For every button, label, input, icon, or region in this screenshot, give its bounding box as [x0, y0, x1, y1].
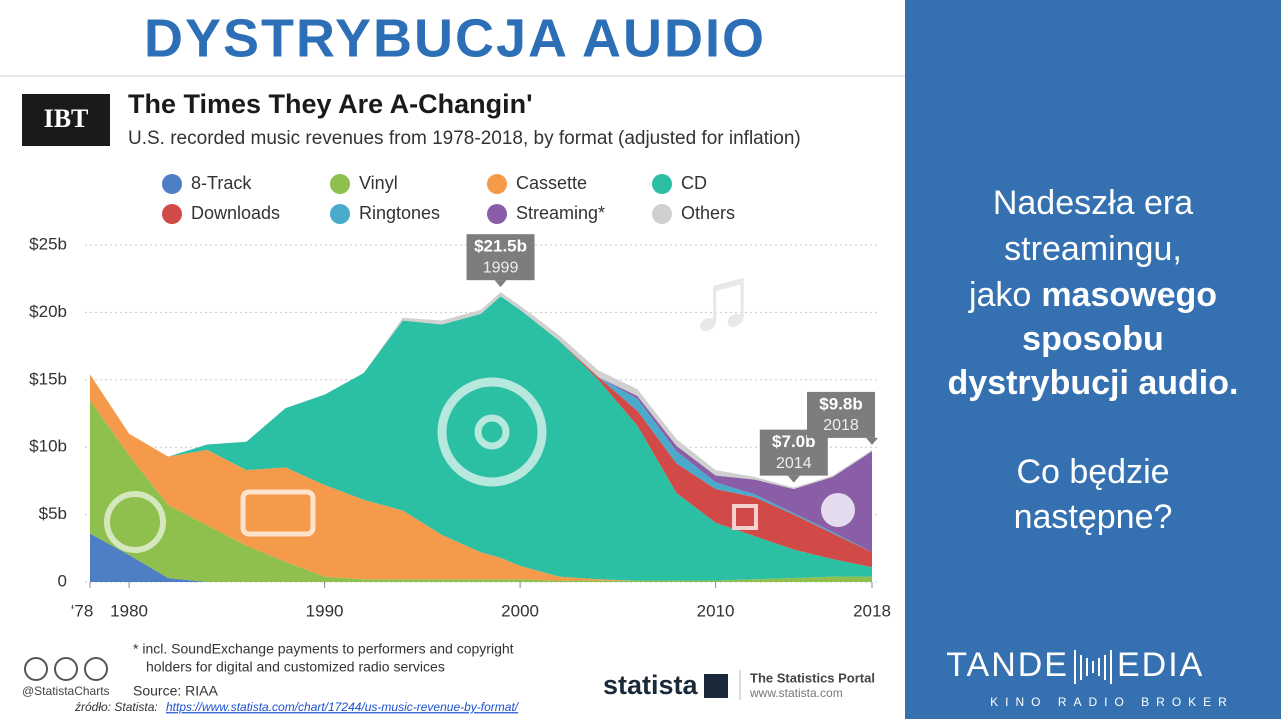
cd-icon	[437, 377, 547, 487]
x-tick-label: 1990	[306, 601, 344, 620]
cd-icon	[474, 414, 510, 450]
chart-subtitle: U.S. recorded music revenues from 1978-2…	[128, 128, 801, 149]
panel-word: masowego	[1041, 276, 1217, 314]
legend-label: Ringtones	[359, 203, 440, 223]
legend-label: Vinyl	[359, 173, 398, 193]
chart-title: The Times They Are A-Changin'	[128, 89, 533, 119]
legend-label: Others	[681, 203, 735, 223]
panel-line: następne?	[1014, 498, 1173, 536]
y-tick-label: $15b	[29, 369, 67, 388]
cc-icon	[24, 657, 48, 681]
logo: IBT	[44, 104, 89, 133]
legend-label: Cassette	[516, 173, 587, 193]
vinyl-icon	[104, 491, 166, 553]
annotation-year: 2014	[776, 455, 812, 472]
x-tick-label: 2018	[853, 601, 891, 620]
music-note-icon: ♫	[688, 249, 756, 349]
panel-text: Nadeszła era streamingu, jako masowego sp…	[948, 184, 1239, 536]
company-right: EDIA	[1117, 646, 1204, 684]
panel-line: Co będzie	[1016, 453, 1169, 491]
legend-swatch	[330, 204, 350, 224]
panel-word: jako	[968, 276, 1031, 314]
cassette-icon	[240, 489, 316, 537]
annotation-value: $7.0b	[772, 432, 815, 451]
legend-swatch	[330, 174, 350, 194]
annotation-pointer	[866, 437, 878, 445]
panel-bg	[905, 0, 1281, 719]
company-tagline: KINO RADIO BROKER	[990, 695, 1234, 709]
x-tick-label: 2010	[697, 601, 735, 620]
brand: statista	[603, 670, 699, 700]
legend-swatch	[652, 204, 672, 224]
y-tick-label: 0	[58, 571, 67, 590]
slide-title: DYSTRYBUCJA AUDIO	[144, 8, 766, 68]
download-icon	[732, 504, 758, 530]
source: Source: RIAA	[133, 683, 218, 699]
annotation-box	[807, 391, 875, 438]
x-tick-label: 2000	[501, 601, 539, 620]
y-tick-label: $5b	[39, 504, 67, 523]
legend-label: Downloads	[191, 203, 280, 223]
annotation-box	[466, 234, 535, 281]
credit: źródło: Statista:	[74, 700, 158, 714]
y-tick-label: $25b	[29, 234, 67, 253]
annotation-year: 1999	[483, 259, 519, 276]
logo-box	[22, 94, 110, 146]
handle: @StatistaCharts	[22, 684, 110, 698]
area	[90, 296, 872, 568]
company-left: TANDE	[946, 646, 1069, 684]
annotation-value: $9.8b	[819, 394, 862, 413]
portal-url: www.statista.com	[749, 686, 843, 700]
area	[90, 374, 872, 581]
legend-label: Streaming*	[516, 203, 605, 223]
panel-line: sposobu	[1022, 320, 1164, 358]
legend-swatch	[162, 204, 182, 224]
x-tick-label: 1980	[110, 601, 148, 620]
legend-label: 8-Track	[191, 173, 252, 193]
panel-line: jako masowego	[968, 276, 1217, 314]
panel-line: Nadeszła era	[993, 184, 1193, 222]
legend-swatch	[652, 174, 672, 194]
area	[90, 400, 872, 582]
company-bars	[1074, 650, 1112, 684]
brand-icon	[704, 674, 728, 698]
panel-line: dystrybucji audio.	[948, 364, 1239, 402]
annotation-pointer	[787, 475, 800, 483]
annotation-year: 2018	[823, 417, 859, 434]
y-tick-label: $10b	[29, 437, 67, 456]
legend-swatch	[162, 174, 182, 194]
chart: 8-Track Vinyl Cassette CD Downloads Ringtones…	[29, 173, 891, 621]
legend-swatch	[487, 204, 507, 224]
footnote: holders for digital and customized radio…	[146, 659, 445, 675]
annotation-value: $21.5b	[474, 237, 527, 256]
x-tick-label: ‘78	[71, 601, 94, 620]
annotation-pointer	[494, 280, 507, 288]
nd-icon	[84, 657, 108, 681]
panel-shade	[905, 0, 1281, 719]
panel-line: streamingu,	[1004, 230, 1182, 268]
area	[90, 292, 872, 489]
footnote: * incl. SoundExchange payments to perfor…	[133, 641, 514, 657]
source-link[interactable]: https://www.statista.com/chart/17244/us-…	[166, 700, 520, 714]
y-tick-label: $20b	[29, 302, 67, 321]
by-icon	[54, 657, 78, 681]
cloud-icon	[821, 493, 855, 527]
legend-swatch	[487, 174, 507, 194]
portal: The Statistics Portal	[750, 670, 875, 685]
legend-label: CD	[681, 173, 707, 193]
